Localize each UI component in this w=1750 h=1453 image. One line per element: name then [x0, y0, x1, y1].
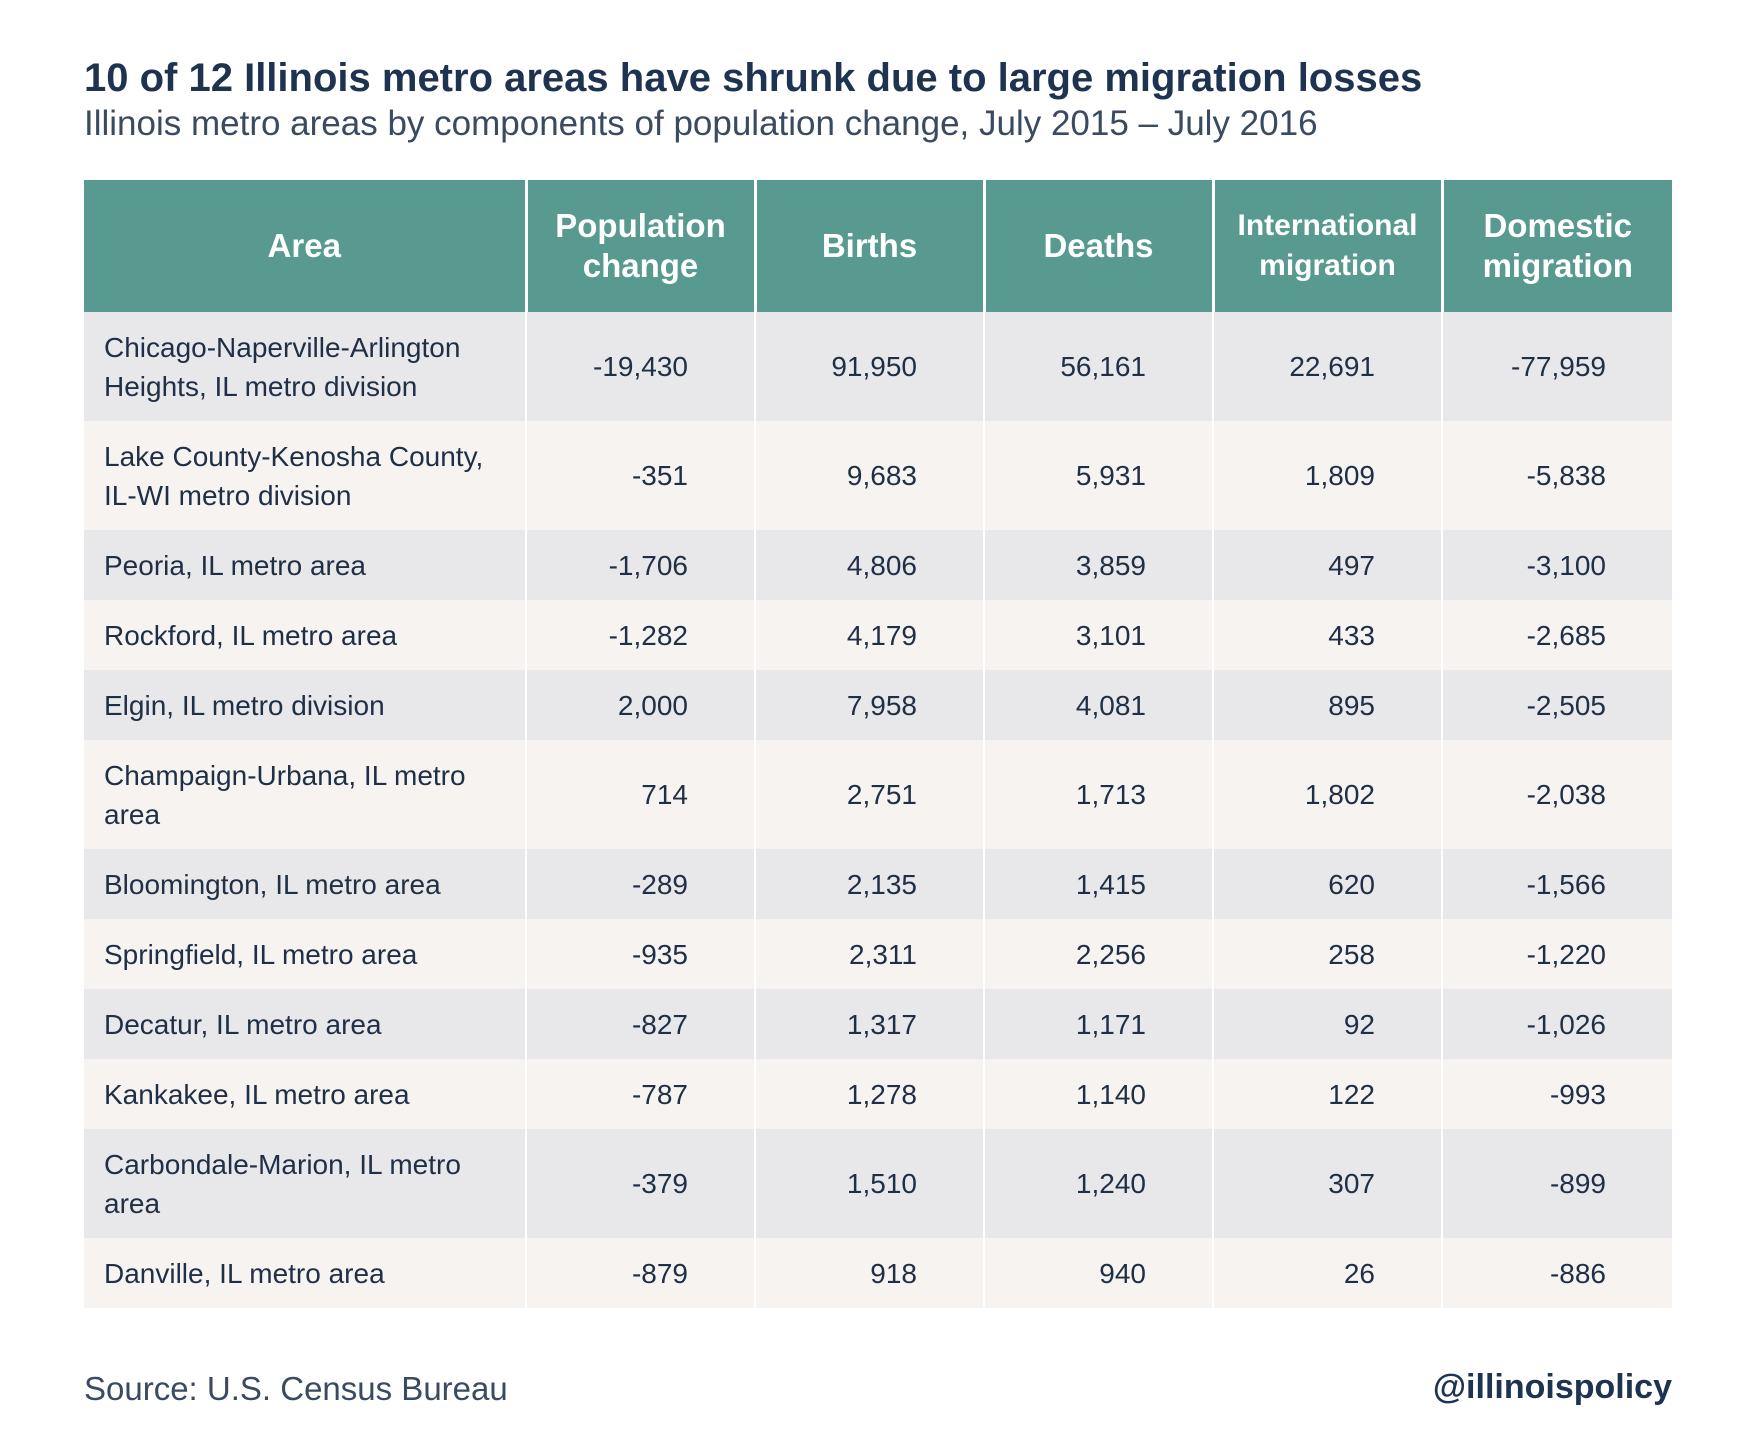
cell-international-migration: 433 [1213, 600, 1443, 670]
cell-area: Danville, IL metro area [84, 1238, 527, 1308]
cell-domestic-migration: -77,959 [1442, 312, 1672, 421]
table-row: Rockford, IL metro area -1,282 4,179 3,101 4… [84, 600, 1672, 670]
cell-population-change: -935 [526, 919, 756, 989]
cell-domestic-migration: -1,566 [1442, 849, 1672, 919]
cell-population-change: -827 [526, 989, 756, 1059]
chart-subtitle: Illinois metro areas by components of po… [84, 104, 1318, 143]
cell-births: 4,179 [755, 600, 985, 670]
table-row: Decatur, IL metro area -827 1,317 1,171 92 -1… [84, 989, 1672, 1059]
cell-deaths: 1,171 [984, 989, 1214, 1059]
cell-domestic-migration: -1,220 [1442, 919, 1672, 989]
table-header-row: Area Population change Births Deaths Int… [84, 180, 1672, 312]
cell-deaths: 1,713 [984, 740, 1214, 849]
cell-population-change: 2,000 [526, 670, 756, 740]
cell-area: Bloomington, IL metro area [84, 849, 527, 919]
table-row: Peoria, IL metro area -1,706 4,806 3,859 497… [84, 530, 1672, 600]
cell-births: 1,510 [755, 1129, 985, 1238]
cell-deaths: 1,415 [984, 849, 1214, 919]
cell-births: 2,751 [755, 740, 985, 849]
chart-title: 10 of 12 Illinois metro areas have shrun… [84, 56, 1423, 100]
cell-deaths: 1,240 [984, 1129, 1214, 1238]
table-body: Chicago-Naperville-Arlington Heights, IL… [84, 312, 1672, 1308]
cell-population-change: -879 [526, 1238, 756, 1308]
table-row: Bloomington, IL metro area -289 2,135 1,415… [84, 849, 1672, 919]
cell-international-migration: 258 [1213, 919, 1443, 989]
cell-births: 4,806 [755, 530, 985, 600]
cell-international-migration: 122 [1213, 1059, 1443, 1129]
cell-international-migration: 22,691 [1213, 312, 1443, 421]
table-row: Kankakee, IL metro area -787 1,278 1,140 122… [84, 1059, 1672, 1129]
cell-births: 7,958 [755, 670, 985, 740]
table-row: Chicago-Naperville-Arlington Heights, IL… [84, 312, 1672, 421]
cell-deaths: 2,256 [984, 919, 1214, 989]
cell-area: Carbondale-Marion, IL metro area [84, 1129, 527, 1238]
cell-domestic-migration: -993 [1442, 1059, 1672, 1129]
cell-international-migration: 895 [1213, 670, 1443, 740]
cell-domestic-migration: -2,505 [1442, 670, 1672, 740]
cell-domestic-migration: -899 [1442, 1129, 1672, 1238]
cell-births: 2,135 [755, 849, 985, 919]
cell-area: Peoria, IL metro area [84, 530, 527, 600]
cell-area: Decatur, IL metro area [84, 989, 527, 1059]
cell-deaths: 1,140 [984, 1059, 1214, 1129]
cell-area: Elgin, IL metro division [84, 670, 527, 740]
cell-deaths: 3,101 [984, 600, 1214, 670]
cell-population-change: -351 [526, 421, 756, 530]
header-births: Births [755, 180, 986, 312]
cell-area: Champaign-Urbana, IL metro area [84, 740, 527, 849]
table-row: Danville, IL metro area -879 918 940 26 -886 [84, 1238, 1672, 1308]
cell-population-change: -19,430 [526, 312, 756, 421]
publisher-handle: @illinoispolicy [1432, 1368, 1672, 1406]
header-area: Area [84, 180, 528, 312]
cell-deaths: 3,859 [984, 530, 1214, 600]
cell-international-migration: 26 [1213, 1238, 1443, 1308]
source-note: Source: U.S. Census Bureau [84, 1370, 508, 1407]
cell-international-migration: 307 [1213, 1129, 1443, 1238]
cell-domestic-migration: -1,026 [1442, 989, 1672, 1059]
cell-domestic-migration: -2,685 [1442, 600, 1672, 670]
cell-domestic-migration: -5,838 [1442, 421, 1672, 530]
cell-population-change: 714 [526, 740, 756, 849]
cell-deaths: 5,931 [984, 421, 1214, 530]
header-international-migration: International migration [1213, 180, 1444, 312]
table-row: Springfield, IL metro area -935 2,311 2,256… [84, 919, 1672, 989]
cell-area: Springfield, IL metro area [84, 919, 527, 989]
cell-population-change: -787 [526, 1059, 756, 1129]
cell-area: Chicago-Naperville-Arlington Heights, IL… [84, 312, 527, 421]
cell-births: 91,950 [755, 312, 985, 421]
cell-births: 1,317 [755, 989, 985, 1059]
cell-population-change: -1,282 [526, 600, 756, 670]
cell-deaths: 56,161 [984, 312, 1214, 421]
table-row: Elgin, IL metro division 2,000 7,958 4,081 8… [84, 670, 1672, 740]
cell-births: 918 [755, 1238, 985, 1308]
cell-births: 9,683 [755, 421, 985, 530]
table-row: Champaign-Urbana, IL metro area 714 2,751 1… [84, 740, 1672, 849]
cell-international-migration: 1,802 [1213, 740, 1443, 849]
cell-international-migration: 1,809 [1213, 421, 1443, 530]
cell-births: 2,311 [755, 919, 985, 989]
population-change-table: Area Population change Births Deaths Int… [84, 180, 1672, 1308]
header-population-change: Population change [526, 180, 757, 312]
cell-domestic-migration: -886 [1442, 1238, 1672, 1308]
header-deaths: Deaths [984, 180, 1215, 312]
cell-deaths: 4,081 [984, 670, 1214, 740]
cell-area: Lake County-Kenosha County, IL-WI metro … [84, 421, 527, 530]
cell-area: Kankakee, IL metro area [84, 1059, 527, 1129]
cell-international-migration: 620 [1213, 849, 1443, 919]
cell-international-migration: 497 [1213, 530, 1443, 600]
cell-births: 1,278 [755, 1059, 985, 1129]
cell-domestic-migration: -3,100 [1442, 530, 1672, 600]
cell-population-change: -289 [526, 849, 756, 919]
table-row: Lake County-Kenosha County, IL-WI metro … [84, 421, 1672, 530]
table-row: Carbondale-Marion, IL metro area -379 1,51… [84, 1129, 1672, 1238]
cell-population-change: -379 [526, 1129, 756, 1238]
cell-area: Rockford, IL metro area [84, 600, 527, 670]
cell-deaths: 940 [984, 1238, 1214, 1308]
cell-population-change: -1,706 [526, 530, 756, 600]
cell-international-migration: 92 [1213, 989, 1443, 1059]
cell-domestic-migration: -2,038 [1442, 740, 1672, 849]
header-domestic-migration: Domestic migration [1442, 180, 1672, 312]
